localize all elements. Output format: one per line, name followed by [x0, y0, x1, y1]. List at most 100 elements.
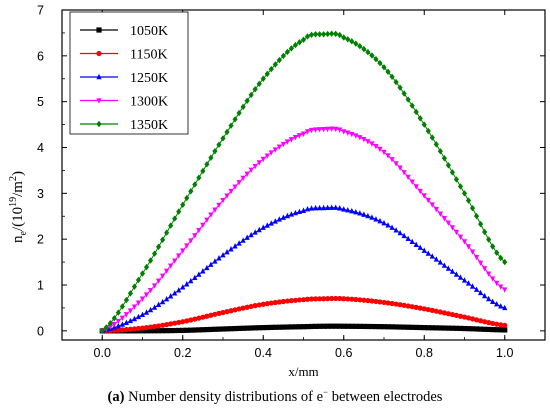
data-point: [212, 258, 218, 264]
data-point: [276, 299, 282, 305]
data-point: [192, 233, 198, 239]
data-point: [296, 39, 303, 46]
data-point: [373, 216, 379, 222]
data-point: [292, 41, 299, 49]
data-point: [156, 323, 162, 329]
data-point: [369, 141, 375, 147]
data-point: [111, 315, 117, 322]
data-point: [393, 301, 399, 307]
data-point: [192, 181, 198, 188]
data-point: [160, 236, 166, 243]
data-point: [296, 133, 303, 139]
data-point: [284, 324, 290, 330]
data-point: [341, 323, 347, 329]
caption-sup: −: [323, 387, 329, 397]
data-point: [160, 322, 166, 328]
legend: 1050K 1150K 1250K 1300K 1350K: [69, 11, 189, 135]
data-point: [421, 193, 427, 199]
data-point: [413, 304, 419, 310]
data-point: [115, 318, 121, 325]
data-point: [433, 206, 439, 213]
data-point: [127, 317, 134, 324]
data-point: [192, 316, 198, 322]
data-point: [119, 327, 125, 333]
data-point: [353, 40, 359, 47]
legend-marker: [96, 73, 102, 80]
data-point: [389, 300, 395, 307]
data-point: [494, 327, 500, 333]
data-point: [333, 204, 339, 210]
data-point: [449, 325, 456, 331]
data-point: [365, 323, 371, 330]
data-point: [494, 321, 500, 327]
data-point: [486, 236, 492, 243]
data-point: [300, 36, 307, 43]
data-point: [156, 278, 162, 284]
data-point: [357, 135, 363, 141]
legend-label: 1150K: [130, 48, 168, 63]
data-point: [357, 42, 363, 50]
data-point: [425, 325, 431, 331]
data-point: [413, 241, 419, 247]
legend-marker: [96, 50, 102, 57]
data-point: [473, 255, 480, 261]
data-point: [385, 324, 391, 330]
data-point: [482, 228, 488, 236]
data-point: [409, 304, 415, 310]
data-point: [232, 184, 238, 190]
data-point: [180, 248, 186, 254]
data-point: [494, 301, 500, 307]
data-point: [325, 126, 331, 133]
data-point: [417, 305, 423, 311]
data-point: [168, 293, 174, 299]
data-point: [192, 274, 198, 281]
data-point: [300, 207, 307, 213]
data-point: [433, 256, 439, 262]
data-point: [369, 323, 375, 330]
legend-item-1150K: 1150K: [80, 48, 168, 63]
data-point: [220, 326, 226, 332]
data-point: [304, 129, 311, 135]
data-point: [296, 208, 303, 215]
data-point: [453, 271, 460, 277]
data-point: [260, 156, 266, 163]
data-point: [437, 211, 443, 217]
y-tick-label: 6: [37, 49, 44, 63]
data-point: [441, 262, 447, 268]
data-point: [502, 304, 508, 311]
data-point: [361, 323, 367, 330]
data-point: [325, 296, 331, 302]
data-point: [204, 264, 210, 271]
data-point: [220, 198, 226, 204]
data-point: [139, 311, 146, 317]
caption-text: Number density distributions of e: [124, 388, 324, 405]
data-point: [236, 325, 242, 332]
data-point: [417, 115, 423, 122]
data-point: [465, 326, 472, 332]
data-point: [337, 295, 343, 302]
data-point: [288, 45, 295, 52]
data-point: [184, 318, 190, 324]
data-point: [357, 323, 363, 329]
data-point: [409, 324, 415, 330]
data-point: [304, 323, 311, 330]
data-point: [296, 297, 303, 303]
data-point: [429, 134, 435, 141]
data-point: [349, 131, 355, 138]
data-point: [160, 273, 166, 280]
data-point: [268, 220, 274, 226]
data-point: [139, 328, 146, 334]
x-tick-label: 0.6: [335, 346, 352, 360]
data-point: [308, 127, 315, 134]
data-point: [224, 249, 230, 255]
data-point: [204, 313, 210, 319]
data-point: [168, 263, 174, 269]
data-point: [284, 139, 290, 145]
series-1150K: [99, 295, 508, 334]
data-point: [115, 309, 121, 316]
data-point: [461, 190, 468, 197]
data-point: [156, 328, 162, 334]
data-point: [196, 327, 202, 333]
data-point: [252, 229, 258, 235]
